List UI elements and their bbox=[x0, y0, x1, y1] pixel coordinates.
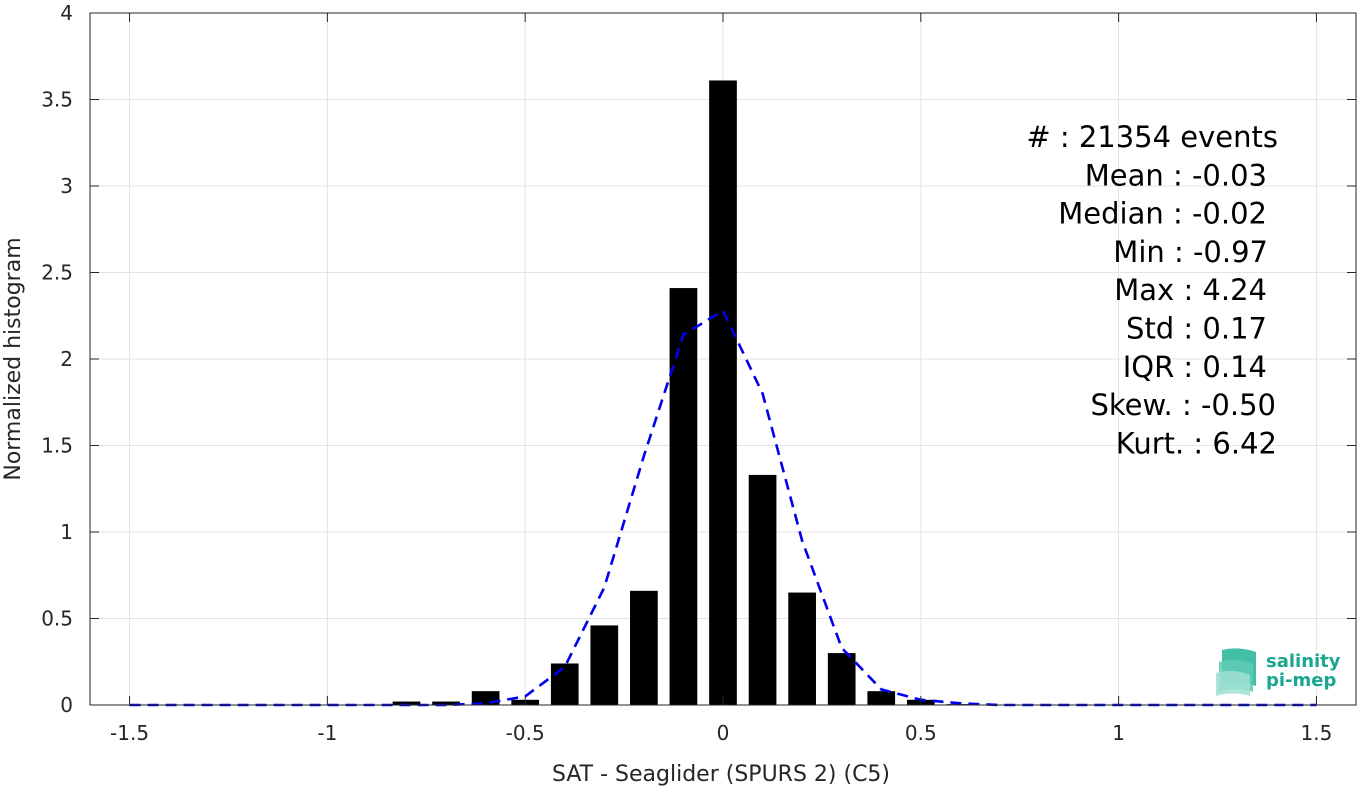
x-axis-ticks: -1.5 -1 -0.5 0 0.5 1 1.5 bbox=[110, 13, 1332, 745]
stat-line: Mean : -0.03 bbox=[1085, 158, 1267, 192]
x-tick-label: 0.5 bbox=[905, 721, 937, 745]
histogram-bar bbox=[630, 590, 658, 705]
histogram-bar bbox=[748, 474, 777, 705]
histogram-bar bbox=[432, 701, 460, 705]
x-tick-label: 1.5 bbox=[1301, 721, 1333, 745]
x-tick-label: 0 bbox=[717, 721, 730, 745]
stat-line: Std : 0.17 bbox=[1126, 312, 1267, 346]
stat-line: Median : -0.02 bbox=[1058, 197, 1267, 231]
stat-line: # : 21354 events bbox=[1026, 120, 1278, 154]
y-tick-label: 3 bbox=[60, 174, 73, 198]
histogram-bar bbox=[550, 663, 579, 705]
histogram-bar bbox=[827, 653, 856, 705]
histogram-bar bbox=[867, 691, 896, 705]
stat-line: Kurt. : 6.42 bbox=[1116, 426, 1277, 460]
histogram-bar bbox=[788, 592, 816, 705]
histogram-bar bbox=[669, 288, 698, 705]
histogram-bars bbox=[392, 80, 975, 706]
y-axis-ticks: 0 0.5 1 1.5 2 2.5 3 3.5 4 bbox=[41, 1, 1356, 717]
y-tick-label: 3.5 bbox=[41, 88, 73, 112]
x-tick-label: -1 bbox=[317, 721, 337, 745]
y-tick-label: 0.5 bbox=[41, 607, 73, 631]
x-tick-label: -0.5 bbox=[506, 721, 545, 745]
x-axis-label: SAT - Seaglider (SPURS 2) (C5) bbox=[552, 762, 890, 787]
stat-line: Max : 4.24 bbox=[1114, 273, 1267, 307]
y-tick-label: 1.5 bbox=[41, 434, 73, 458]
y-axis-label: Normalized histogram bbox=[1, 237, 26, 480]
histogram-bar bbox=[392, 701, 421, 705]
wave-logo-icon bbox=[1216, 648, 1256, 696]
y-tick-label: 0 bbox=[60, 693, 73, 717]
stat-line: Skew. : -0.50 bbox=[1090, 388, 1276, 422]
stat-line: Min : -0.97 bbox=[1113, 235, 1268, 269]
y-tick-label: 1 bbox=[60, 520, 73, 544]
y-tick-label: 4 bbox=[60, 1, 73, 25]
histogram-bar bbox=[590, 625, 619, 705]
y-tick-label: 2.5 bbox=[41, 261, 73, 285]
stat-line: IQR : 0.14 bbox=[1123, 350, 1267, 384]
x-tick-label: -1.5 bbox=[110, 721, 149, 745]
statistics-box: # : 21354 events Mean : -0.03 Median : -0.… bbox=[1026, 120, 1278, 460]
y-tick-label: 2 bbox=[60, 347, 73, 371]
histogram-bar bbox=[709, 80, 737, 706]
logo-text-pimep: pi-mep bbox=[1266, 670, 1336, 691]
salinity-pimep-logo: salinity pi-mep bbox=[1216, 648, 1341, 696]
logo-text-salinity: salinity bbox=[1266, 651, 1341, 672]
x-tick-label: 1 bbox=[1112, 721, 1125, 745]
